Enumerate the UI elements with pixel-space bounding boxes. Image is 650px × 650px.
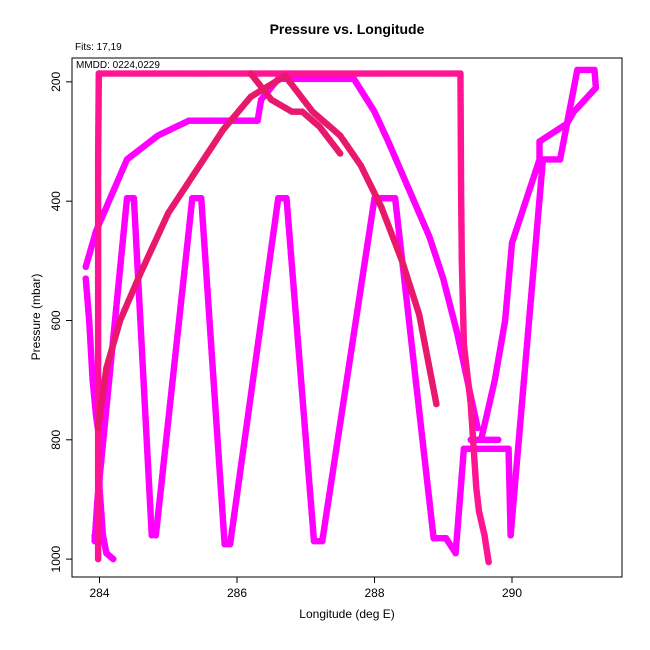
mmdd-annotation: MMDD: 0224,0229 — [76, 60, 160, 71]
data-point — [109, 555, 117, 563]
x-tick-label: 284 — [89, 586, 109, 600]
y-tick-label: 400 — [49, 191, 63, 211]
x-tick-label: 288 — [364, 586, 384, 600]
data-point — [485, 558, 492, 566]
plot-area — [82, 66, 600, 566]
chart-title: Pressure vs. Longitude — [270, 21, 425, 37]
series-5 — [94, 72, 440, 432]
y-axis: 200 400 600 800 1000 — [49, 72, 72, 572]
x-tick-label: 286 — [227, 586, 247, 600]
data-point — [494, 436, 502, 444]
y-tick-label: 600 — [49, 310, 63, 330]
y-tick-label: 200 — [49, 72, 63, 92]
data-point — [336, 150, 344, 157]
y-tick-label: 1000 — [49, 545, 63, 572]
x-tick-label: 290 — [502, 586, 522, 600]
series-4 — [94, 70, 492, 566]
series-6 — [247, 70, 344, 157]
x-axis: 284 286 288 290 — [89, 577, 522, 600]
y-axis-label: Pressure (mbar) — [29, 274, 43, 361]
data-point — [474, 424, 481, 432]
x-axis-label: Longitude (deg E) — [299, 607, 394, 621]
y-tick-label: 800 — [49, 429, 63, 449]
fits-annotation: Fits: 17,19 — [75, 42, 122, 53]
data-point — [433, 400, 440, 408]
plot-frame — [71, 57, 623, 578]
